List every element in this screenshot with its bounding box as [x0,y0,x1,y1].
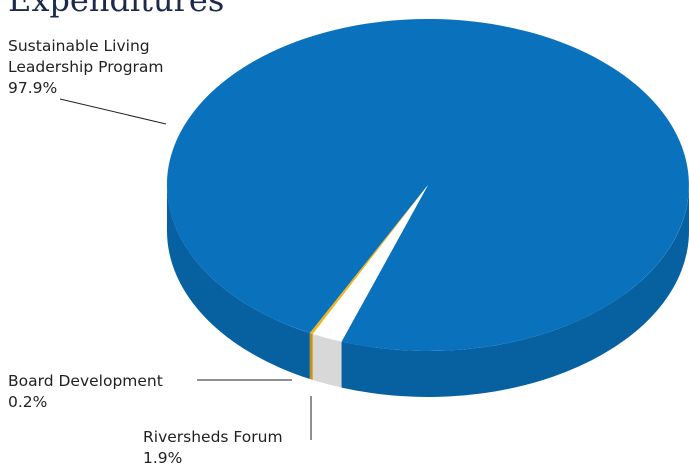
slice-value-label: 0.2% [8,393,48,411]
chart-title: Expenditures [8,0,225,19]
slice-label-line: Sustainable Living [8,37,150,55]
slice-label-riversheds-forum: Riversheds Forum 1.9% [143,427,283,469]
pie-tops [166,18,689,351]
slice-label-line: Leadership Program [8,58,164,76]
slice-side-sustainable-living-leadership-program [341,185,689,397]
slice-label-line: Riversheds Forum [143,428,283,446]
slice-value-label: 1.9% [143,449,183,467]
slice-label-line: Board Development [8,372,163,390]
pie-sides [166,185,689,397]
leader-line-sustainable-living [59,98,167,125]
slice-side-board-development [309,333,313,380]
slice-side-riversheds-forum [312,333,342,388]
slice-label-sustainable-living: Sustainable Living Leadership Program 97… [8,36,164,99]
slice-value-label: 97.9% [8,79,58,97]
slice-label-board-development: Board Development 0.2% [8,371,163,413]
slice-board-development [309,185,428,334]
slice-side-sustainable-living-leadership-program [166,185,310,380]
slice-riversheds-forum [312,185,428,342]
slice-sustainable-living-leadership-program [166,18,689,351]
